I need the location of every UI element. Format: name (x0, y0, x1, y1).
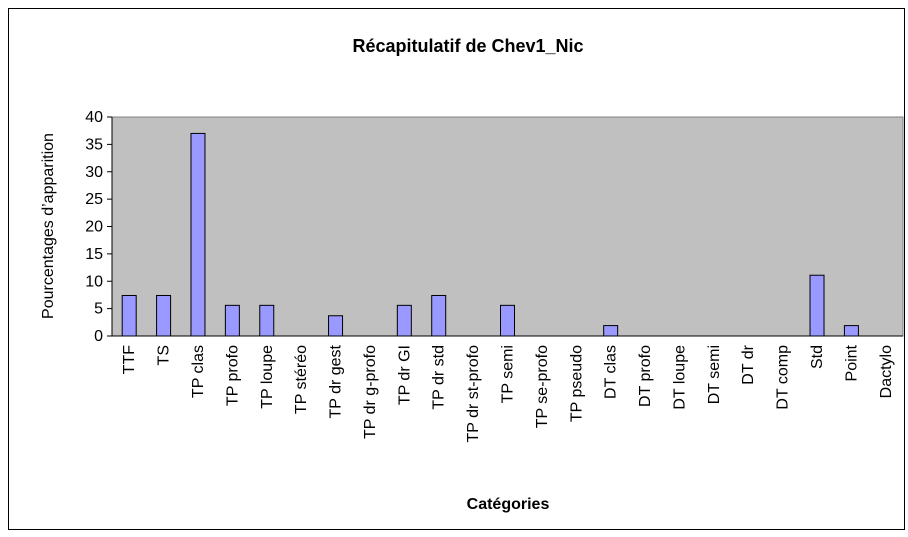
x-tick-label: TP dr g-profo (362, 345, 379, 439)
bar (843, 325, 859, 337)
x-tick-label: TTF (121, 345, 138, 375)
y-tick-label: 30 (85, 164, 103, 181)
plot-area (111, 116, 904, 337)
y-tick-label: 15 (85, 246, 103, 263)
x-tick-label: DT loupe (671, 345, 688, 410)
y-axis-label: Pourcentages d’apparition (40, 133, 57, 319)
bar (431, 294, 447, 337)
x-tick-label: DT dr (740, 344, 757, 384)
x-tick-label: Point (843, 344, 860, 381)
x-tick-label: DT clas (603, 345, 620, 399)
x-tick-label: TP pseudo (568, 345, 585, 422)
bar (156, 294, 172, 337)
x-tick-label: Dactylo (878, 345, 895, 398)
y-tick-label: 5 (94, 301, 103, 318)
bar (121, 294, 137, 337)
x-tick-label: DT comp (775, 345, 792, 410)
y-tick-label: 25 (85, 191, 103, 208)
y-tick-label: 40 (85, 109, 103, 126)
bar (603, 325, 619, 337)
bar (396, 304, 412, 337)
bar (328, 315, 344, 337)
y-tick-label: 0 (94, 328, 103, 345)
bar (190, 132, 206, 337)
bar (500, 304, 515, 337)
bar (259, 304, 275, 337)
x-tick-label: DT semi (706, 345, 723, 404)
x-tick-label: TP profo (224, 345, 241, 406)
bar (224, 304, 240, 337)
x-tick-label: TP stéréo (293, 345, 310, 414)
x-tick-label: DT profo (637, 345, 654, 407)
x-tick-label: TP dr gest (328, 344, 345, 418)
x-axis-label: Catégories (467, 496, 550, 513)
x-tick-label: TP loupe (259, 345, 276, 409)
chart-title: Récapitulatif de Chev1_Nic (352, 36, 583, 56)
bar (809, 274, 825, 337)
x-tick-label: TS (156, 345, 173, 365)
x-tick-label: TP dr std (431, 345, 448, 410)
x-tick-label: TP clas (190, 345, 207, 398)
x-tick-label: TP dr st-profo (465, 345, 482, 443)
y-tick-label: 10 (85, 273, 103, 290)
y-tick-label: 20 (85, 219, 103, 236)
x-tick-label: TP dr GI (396, 345, 413, 405)
y-tick-label: 35 (85, 136, 103, 153)
x-tick-label: TP se-profo (534, 345, 551, 428)
x-tick-label: TP semi (500, 345, 517, 403)
x-tick-label: Std (809, 345, 826, 369)
